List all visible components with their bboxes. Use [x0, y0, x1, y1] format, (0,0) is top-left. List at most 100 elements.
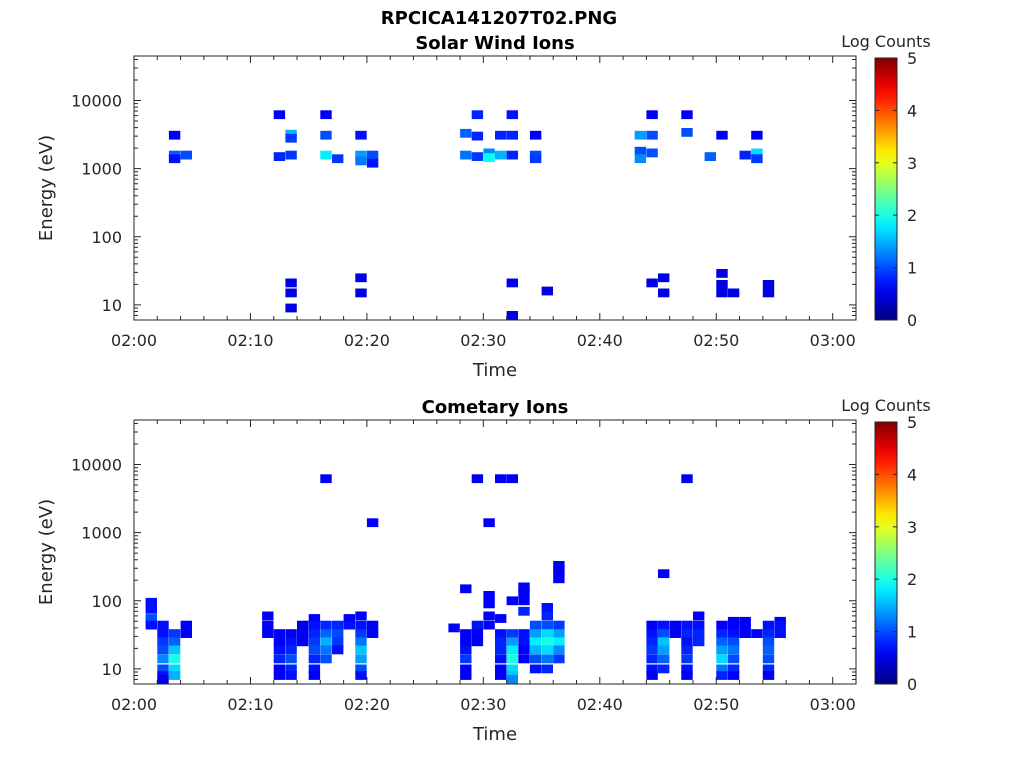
heatmap-cell: [495, 664, 507, 674]
heatmap-cell: [308, 614, 321, 623]
heatmap-cell: [739, 629, 751, 638]
heatmap-cell: [483, 518, 495, 528]
heatmap-cell: [355, 637, 367, 647]
colorbar-tick-label: 0: [907, 311, 917, 330]
heatmap-cell: [471, 637, 484, 647]
heatmap-cell: [495, 637, 507, 647]
heatmap-cell: [541, 645, 553, 655]
heatmap-cell: [343, 614, 355, 623]
heatmap-cell: [646, 620, 658, 630]
heatmap-cell: [273, 664, 286, 674]
heatmap-cell: [355, 654, 367, 664]
colorbar-tick-label: 1: [907, 259, 917, 278]
heatmap-cell: [366, 518, 379, 528]
heatmap-cell: [646, 654, 658, 664]
heatmap-cell: [297, 629, 309, 638]
heatmap-cell: [471, 474, 484, 484]
x-axis-label: Time: [472, 360, 517, 381]
x-tick-label: 03:00: [810, 331, 856, 350]
heatmap-cell: [529, 130, 542, 140]
heatmap-cell: [320, 150, 332, 160]
heatmap-cell: [646, 110, 658, 120]
heatmap-cell: [168, 645, 181, 655]
heatmap-cell: [332, 620, 344, 630]
heatmap-cell: [529, 637, 542, 647]
heatmap-cell: [460, 584, 472, 594]
heatmap-cell: [518, 654, 530, 664]
heatmap-cell: [495, 130, 507, 140]
heatmap-cell: [320, 654, 332, 664]
heatmap-cell: [145, 597, 157, 607]
heatmap-cell: [518, 629, 530, 638]
heatmap-cell: [157, 629, 169, 638]
heatmap-cell: [506, 629, 518, 638]
heatmap-cell: [553, 574, 565, 584]
heatmap-cell: [727, 629, 740, 638]
y-tick-label: 1000: [81, 160, 122, 179]
heatmap-cell: [308, 671, 321, 680]
heatmap-cell: [273, 152, 286, 161]
heatmap-cell: [355, 671, 367, 680]
y-axis-label: Energy (eV): [36, 135, 57, 241]
y-tick-label: 10: [102, 296, 122, 315]
heatmap-cell: [262, 620, 274, 630]
heatmap-cell: [716, 130, 728, 140]
heatmap-cell: [157, 637, 169, 647]
panel-title: Cometary Ions: [422, 397, 569, 418]
heatmap-cell: [646, 148, 658, 158]
heatmap-cell: [739, 623, 751, 633]
heatmap-cell: [273, 645, 286, 655]
heatmap-cell: [285, 133, 297, 143]
heatmap-cell: [646, 629, 658, 638]
panel-title: Solar Wind Ions: [415, 33, 574, 54]
colorbar-tick-label: 4: [907, 465, 917, 484]
heatmap-cell: [716, 269, 728, 278]
heatmap-cell: [145, 604, 157, 614]
heatmap-cell: [762, 280, 775, 289]
heatmap-cell: [681, 645, 693, 655]
heatmap-cell: [483, 591, 495, 600]
panel-solar-wind-ions: 02:00 02:10 02:20 02:30 02:40 02:50 03:0010100…: [36, 32, 931, 381]
heatmap-cell: [168, 154, 181, 164]
heatmap-cell: [669, 620, 682, 630]
y-tick-label: 10: [102, 660, 122, 679]
heatmap-cell: [681, 128, 693, 137]
heatmap-cell: [693, 629, 705, 638]
heatmap-cell: [553, 637, 565, 647]
heatmap-cell: [320, 629, 332, 638]
heatmap-cell: [495, 629, 507, 638]
colorbar-tick-label: 0: [907, 675, 917, 694]
heatmap-cell: [529, 154, 542, 164]
heatmap-cell: [506, 654, 518, 664]
heatmap-cell: [634, 146, 647, 156]
heatmap-cell: [355, 288, 367, 298]
heatmap-cell: [681, 110, 693, 120]
heatmap-cell: [285, 645, 297, 655]
heatmap-cell: [460, 671, 472, 680]
heatmap-cell: [506, 596, 518, 606]
heatmap-cell: [273, 654, 286, 664]
colorbar-label: Log Counts: [841, 32, 931, 51]
heatmap-cell: [646, 671, 658, 680]
y-tick-label: 100: [91, 592, 122, 611]
heatmap-cell: [355, 611, 367, 621]
heatmap-cell: [506, 311, 518, 320]
heatmap-cell: [541, 620, 553, 630]
heatmap-cell: [366, 158, 379, 168]
heatmap-cell: [262, 611, 274, 621]
heatmap-cell: [518, 596, 530, 606]
heatmap-cell: [704, 152, 716, 161]
heatmap-cell: [366, 629, 379, 638]
heatmap-cell: [495, 671, 507, 680]
panel-cometary-ions: 02:00 02:10 02:20 02:30 02:40 02:50 03:0010100…: [36, 396, 931, 745]
heatmap-cell: [716, 629, 728, 638]
heatmap-cell: [751, 148, 763, 158]
colorbar-gradient: [874, 421, 898, 685]
heatmap-cell: [471, 620, 484, 630]
heatmap-cell: [180, 629, 192, 638]
x-tick-label: 02:40: [577, 331, 623, 350]
heatmap-cell: [180, 150, 192, 160]
heatmap-cell: [297, 637, 309, 647]
